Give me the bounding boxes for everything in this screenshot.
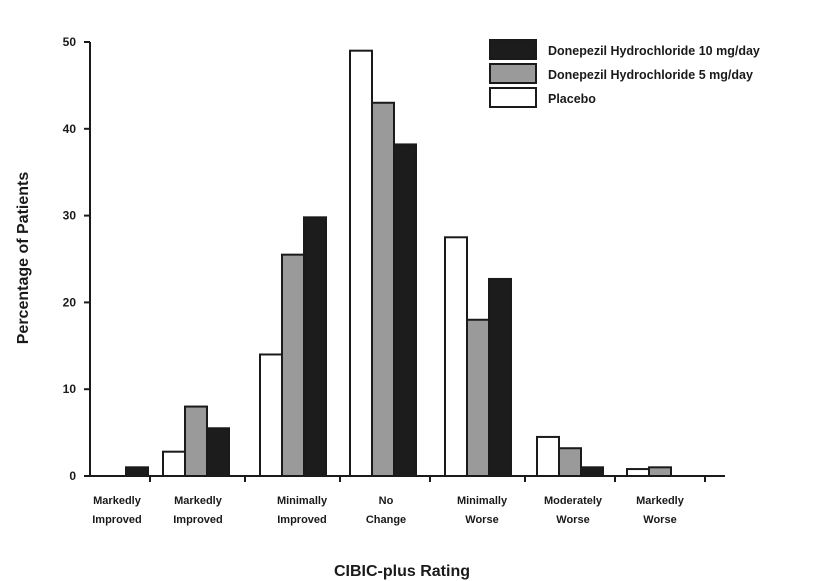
y-tick-label: 40 <box>63 122 77 136</box>
plot-area <box>125 49 672 478</box>
y-tick-label: 50 <box>63 35 77 49</box>
bar-donepezil-hydrochloride-5-mg-day <box>371 101 395 477</box>
bar-donepezil-hydrochloride-10-mg-day <box>125 466 149 478</box>
category-label: Improved <box>92 514 142 526</box>
x-axis-ticks: Markedly Improved Markedly Improved Minimall… <box>92 476 706 526</box>
category-label: Worse <box>465 514 498 526</box>
bar-placebo <box>162 450 186 478</box>
bar-placebo <box>259 353 283 478</box>
category-label: Markedly <box>636 495 685 507</box>
bar-donepezil-hydrochloride-5-mg-day <box>466 318 490 478</box>
legend-swatch <box>489 39 537 60</box>
legend: Donepezil Hydrochloride 10 mg/day Donepez… <box>489 39 760 108</box>
category-label: Improved <box>277 514 327 526</box>
bar-placebo <box>349 49 373 478</box>
y-tick-label: 10 <box>63 382 77 396</box>
bar-donepezil-hydrochloride-5-mg-day <box>184 405 208 477</box>
bar-donepezil-hydrochloride-10-mg-day <box>488 277 512 477</box>
legend-swatch <box>489 63 537 84</box>
y-tick-label: 20 <box>63 295 77 309</box>
y-tick-label: 0 <box>69 469 76 483</box>
category-label: Worse <box>556 514 589 526</box>
bar-placebo <box>626 468 650 477</box>
bar-donepezil-hydrochloride-10-mg-day <box>580 466 604 478</box>
category-label: Worse <box>643 514 676 526</box>
bar-donepezil-hydrochloride-5-mg-day <box>558 447 582 477</box>
category-label: Improved <box>173 514 223 526</box>
category-label: Markedly <box>93 495 142 507</box>
bar-donepezil-hydrochloride-10-mg-day <box>393 143 417 477</box>
legend-label: Placebo <box>548 92 596 106</box>
bar-donepezil-hydrochloride-5-mg-day <box>648 466 672 478</box>
category-label: Moderately <box>544 495 603 507</box>
legend-swatch <box>489 87 537 108</box>
y-axis-ticks: 0 10 20 30 40 50 <box>63 35 90 483</box>
category-label: Minimally <box>457 495 508 507</box>
legend-label: Donepezil Hydrochloride 10 mg/day <box>548 44 760 58</box>
y-tick-label: 30 <box>63 209 77 223</box>
y-axis-title: Percentage of Patients <box>15 172 32 345</box>
bar-donepezil-hydrochloride-10-mg-day <box>303 216 327 477</box>
legend-label: Donepezil Hydrochloride 5 mg/day <box>548 68 753 82</box>
bar-donepezil-hydrochloride-10-mg-day <box>206 427 230 478</box>
category-label: Markedly <box>174 495 223 507</box>
bar-placebo <box>444 236 468 477</box>
category-label: No <box>379 495 394 507</box>
x-axis-title: CIBIC-plus Rating <box>334 563 470 580</box>
bar-donepezil-hydrochloride-5-mg-day <box>281 253 305 477</box>
bar-placebo <box>536 435 560 478</box>
category-label: Change <box>366 514 406 526</box>
category-label: Minimally <box>277 495 328 507</box>
